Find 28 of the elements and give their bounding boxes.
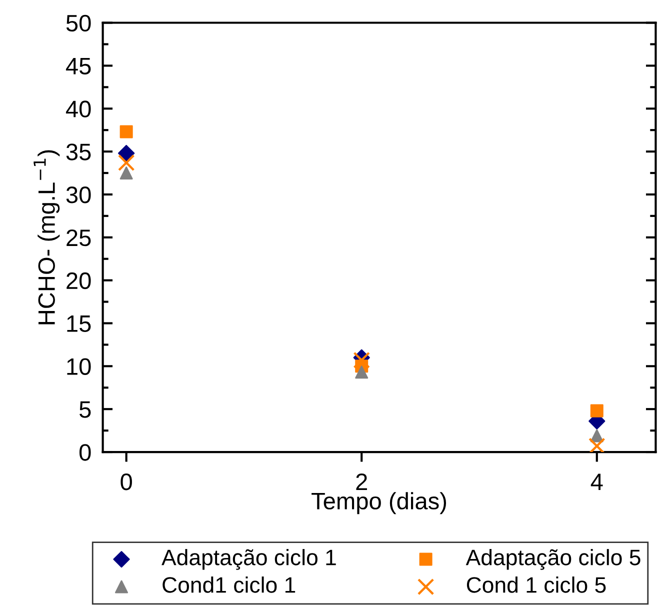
point: [120, 166, 133, 180]
y-tick-label: 0: [79, 444, 91, 461]
y-tick-label: 40: [66, 100, 91, 118]
y-tick-label: 35: [66, 144, 91, 160]
y-tick-label: 25: [66, 229, 91, 246]
legend-label: Adaptação ciclo 1: [162, 549, 336, 570]
y-axis-title: HCHO- (mg.L$^{−1}$): [34, 150, 60, 324]
y-tick-label: 15: [67, 316, 91, 332]
x-tick-label: 0: [120, 473, 132, 490]
point: [120, 125, 133, 138]
y-tick-label: 5: [80, 401, 91, 418]
point: [118, 154, 135, 172]
y-tick-label: 30: [66, 186, 91, 204]
y-tick-label: 50: [66, 14, 91, 32]
point: [355, 366, 368, 379]
legend-label: Cond1 ciclo 1: [162, 576, 296, 593]
legend-label: Adaptação ciclo 5: [466, 549, 640, 570]
x-axis-title: Tempo (dias): [312, 492, 446, 514]
point: [118, 144, 135, 162]
x-tick-label: 4: [590, 474, 603, 490]
x-tick-label: 2: [356, 473, 367, 490]
point: [588, 438, 606, 452]
y-tick-label: 10: [67, 358, 91, 375]
y-tick-label: 20: [66, 272, 91, 290]
point: [590, 404, 604, 418]
legend-label: Cond 1 ciclo 5: [466, 576, 606, 593]
y-tick-label: 45: [66, 58, 91, 74]
point: [353, 352, 370, 369]
